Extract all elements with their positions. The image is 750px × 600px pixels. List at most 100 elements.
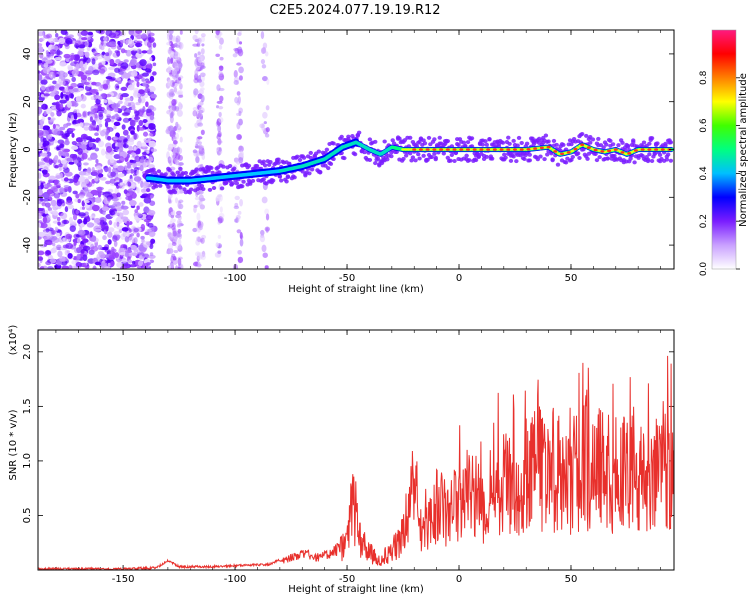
noise-blob — [40, 79, 48, 85]
noise-blob — [100, 148, 106, 156]
noise-blob — [171, 242, 177, 247]
track-max — [492, 148, 497, 151]
track-halo — [546, 139, 551, 144]
noise-blob — [237, 32, 242, 37]
noise-blob — [62, 153, 69, 157]
noise-blob — [133, 87, 139, 93]
noise-blob — [120, 48, 126, 54]
noise-blob — [178, 243, 183, 251]
track-halo — [535, 157, 541, 162]
noise-blob — [194, 122, 200, 128]
noise-blob — [82, 254, 88, 262]
noise-blob — [174, 51, 181, 60]
noise-blob — [114, 67, 120, 73]
noise-blob — [171, 152, 176, 159]
noise-blob — [38, 107, 43, 115]
track-halo — [604, 142, 609, 147]
noise-blob — [121, 200, 126, 205]
noise-blob — [122, 129, 129, 136]
noise-blob — [84, 51, 90, 58]
noise-blob — [128, 187, 133, 195]
noise-blob — [237, 256, 244, 263]
noise-blob — [216, 84, 221, 92]
noise-blob — [57, 250, 63, 258]
noise-blob — [83, 58, 87, 62]
noise-blob — [148, 123, 156, 131]
track-halo — [469, 136, 475, 141]
track-halo — [449, 152, 455, 157]
track-halo — [575, 151, 581, 156]
noise-blob — [149, 56, 153, 61]
noise-blob — [150, 194, 154, 199]
track-max — [553, 150, 558, 153]
noise-blob — [215, 197, 219, 202]
track-max — [580, 143, 585, 147]
track-halo — [543, 133, 549, 138]
noise-blob — [47, 241, 53, 246]
noise-blob — [142, 106, 146, 113]
track-halo — [276, 160, 281, 165]
noise-blob — [197, 50, 201, 57]
noise-blob — [38, 212, 41, 217]
noise-blob — [218, 87, 225, 92]
noise-blob — [73, 109, 78, 114]
noise-blob — [93, 217, 101, 224]
noise-blob — [233, 70, 238, 78]
noise-blob — [170, 263, 175, 269]
y-tick-label: 2.0 — [22, 344, 33, 360]
noise-blob — [91, 81, 97, 86]
noise-blob — [149, 243, 154, 250]
noise-blob — [109, 210, 116, 216]
noise-blob — [144, 87, 151, 94]
track-halo — [389, 154, 394, 159]
noise-blob — [80, 30, 89, 36]
noise-blob — [126, 134, 130, 140]
noise-blob — [38, 70, 42, 74]
y-tick-label: 0.5 — [22, 508, 33, 524]
track-halo — [476, 154, 481, 159]
noise-blob — [262, 111, 268, 119]
track-halo — [326, 166, 331, 171]
noise-blob — [173, 249, 179, 254]
noise-blob — [172, 154, 177, 159]
noise-blob — [170, 211, 175, 216]
noise-blob — [87, 175, 93, 180]
track-max — [486, 148, 491, 151]
noise-blob — [134, 155, 141, 162]
noise-blob — [82, 262, 87, 268]
noise-blob — [97, 95, 103, 100]
noise-blob — [147, 118, 155, 125]
colorbar-tick-label: 0.8 — [699, 70, 709, 85]
track-halo — [268, 160, 273, 165]
noise-blob — [107, 171, 112, 176]
noise-blob — [110, 246, 115, 253]
noise-blob — [147, 222, 154, 228]
noise-blob — [260, 229, 265, 236]
noise-blob — [83, 81, 90, 86]
noise-blob — [64, 31, 69, 36]
track-halo — [417, 156, 422, 161]
track-halo — [316, 149, 322, 154]
noise-blob — [149, 75, 155, 82]
noise-blob — [193, 204, 198, 208]
track-halo — [433, 155, 438, 160]
noise-blob — [96, 124, 100, 132]
noise-blob — [145, 64, 152, 69]
noise-blob — [103, 165, 109, 173]
track-halo — [300, 169, 305, 174]
noise-blob — [266, 78, 270, 85]
noise-blob — [38, 199, 41, 205]
noise-blob — [218, 70, 223, 77]
track-halo — [154, 184, 159, 189]
noise-blob — [101, 206, 110, 212]
noise-blob — [130, 152, 136, 156]
noise-blob — [46, 151, 52, 157]
noise-blob — [145, 108, 152, 113]
noise-blob — [107, 136, 112, 141]
noise-blob — [128, 30, 135, 36]
noise-blob — [116, 261, 123, 268]
noise-blob — [115, 93, 121, 100]
track-halo — [308, 150, 313, 155]
noise-blob — [90, 88, 99, 94]
noise-blob — [101, 60, 106, 65]
